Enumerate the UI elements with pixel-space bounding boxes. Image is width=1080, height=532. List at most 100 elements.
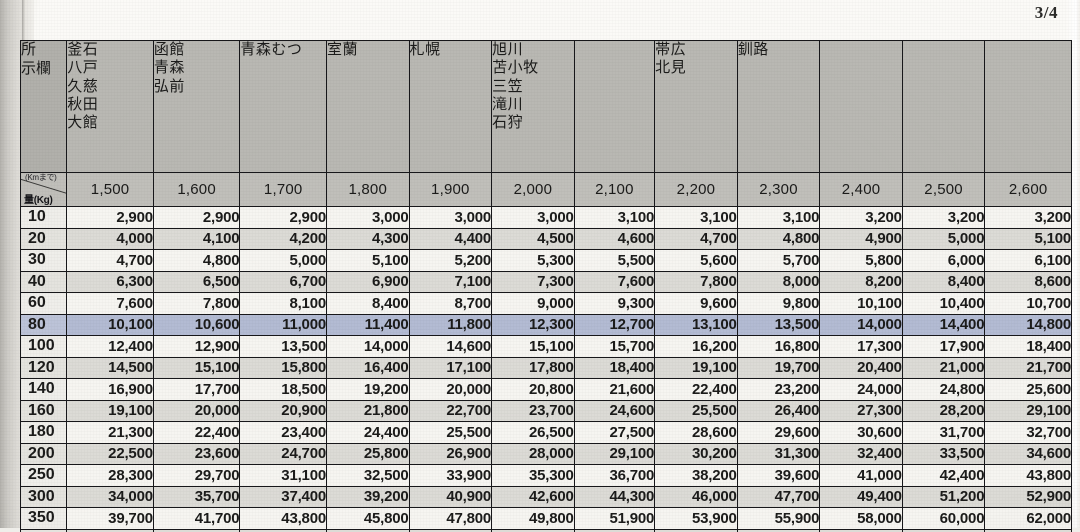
- region-header-cell-12: [985, 41, 1072, 173]
- rate-cell: 5,500: [574, 250, 655, 272]
- rate-cell: 23,400: [240, 422, 327, 444]
- weight-row-header: 60: [21, 293, 67, 315]
- rate-cell: 5,800: [820, 250, 903, 272]
- rate-cell: 60,000: [902, 508, 985, 530]
- rate-cell: 19,700: [737, 357, 820, 379]
- rate-cell: 13,500: [737, 314, 820, 336]
- rate-cell: 49,400: [820, 486, 903, 508]
- rate-cell: 21,800: [326, 400, 409, 422]
- rate-cell: 22,700: [409, 400, 492, 422]
- km-header-cell: 2,100: [574, 173, 655, 207]
- region-header-cell-3: 青森むつ: [240, 41, 327, 173]
- rate-cell: 31,100: [240, 465, 327, 487]
- rate-cell: 10,700: [985, 293, 1072, 315]
- rate-cell: 38,200: [655, 465, 738, 487]
- rate-cell: 28,600: [655, 422, 738, 444]
- rate-cell: 24,400: [326, 422, 409, 444]
- row-axis-label-cell: 所 示欄: [21, 41, 67, 173]
- rate-cell: 4,700: [655, 228, 738, 250]
- rate-cell: 5,000: [902, 228, 985, 250]
- rate-cell: 4,900: [820, 228, 903, 250]
- rate-cell: 27,500: [574, 422, 655, 444]
- rate-cell: 8,600: [985, 271, 1072, 293]
- km-header-cell: 2,600: [985, 173, 1072, 207]
- rate-cell: 46,000: [655, 486, 738, 508]
- region-name: 釜石: [67, 41, 153, 59]
- rate-cell: 9,300: [574, 293, 655, 315]
- km-header-cell: 2,500: [902, 173, 985, 207]
- rate-cell: 13,100: [655, 314, 738, 336]
- rate-cell: 53,900: [655, 508, 738, 530]
- weight-row-header: 350: [21, 508, 67, 530]
- region-name: 苫小牧: [492, 59, 574, 77]
- rate-cell: 7,600: [574, 271, 655, 293]
- weight-row-header: 40: [21, 271, 67, 293]
- rate-cell: 3,200: [902, 207, 985, 229]
- rate-cell: 41,000: [820, 465, 903, 487]
- rate-cell: 15,700: [574, 336, 655, 358]
- rate-cell: 11,000: [240, 314, 327, 336]
- rate-cell: 39,200: [326, 486, 409, 508]
- rate-cell: 47,700: [737, 486, 820, 508]
- weight-row-header: 20: [21, 228, 67, 250]
- rate-cell: 6,700: [240, 271, 327, 293]
- rate-cell: 18,400: [985, 336, 1072, 358]
- row-axis-label-line-1: 所: [21, 41, 66, 60]
- rate-cell: 19,100: [67, 400, 154, 422]
- region-header-cell-1: 釜石八戸久慈秋田大館: [67, 41, 154, 173]
- rate-cell: 2,900: [67, 207, 154, 229]
- rate-cell: 32,500: [326, 465, 409, 487]
- km-header-cell: 2,200: [655, 173, 738, 207]
- rate-cell: 5,300: [492, 250, 575, 272]
- km-header-cell: 1,700: [240, 173, 327, 207]
- rate-cell: 44,300: [574, 486, 655, 508]
- rate-cell: 7,800: [655, 271, 738, 293]
- rate-cell: 24,600: [574, 400, 655, 422]
- rate-cell: 20,000: [409, 379, 492, 401]
- rate-cell: 6,500: [153, 271, 240, 293]
- rate-cell: 12,300: [492, 314, 575, 336]
- rate-cell: 21,600: [574, 379, 655, 401]
- km-header-cell: 1,600: [153, 173, 240, 207]
- rate-cell: 3,100: [737, 207, 820, 229]
- region-header-cell-2: 函館青森弘前: [153, 41, 240, 173]
- rate-cell: 5,600: [655, 250, 738, 272]
- rate-cell: 17,700: [153, 379, 240, 401]
- rate-cell: 32,700: [985, 422, 1072, 444]
- region-name: 青森むつ: [240, 41, 326, 59]
- region-header-cell-8: 帯広北見: [655, 41, 738, 173]
- rate-cell: 15,800: [240, 357, 327, 379]
- rate-cell: 4,400: [409, 228, 492, 250]
- rate-cell: 16,900: [67, 379, 154, 401]
- weight-row-header: 100: [21, 336, 67, 358]
- weight-row-header: 200: [21, 443, 67, 465]
- rate-cell: 43,800: [985, 465, 1072, 487]
- rate-cell: 21,000: [902, 357, 985, 379]
- rate-cell: 3,100: [574, 207, 655, 229]
- rate-cell: 23,200: [737, 379, 820, 401]
- rate-cell: 20,900: [240, 400, 327, 422]
- weight-row-header: 300: [21, 486, 67, 508]
- region-name: 札幌: [410, 41, 492, 59]
- rate-cell: 6,000: [902, 250, 985, 272]
- rate-cell: 23,700: [492, 400, 575, 422]
- rate-cell: 3,000: [492, 207, 575, 229]
- region-name: 大館: [67, 114, 153, 132]
- rate-cell: 12,400: [67, 336, 154, 358]
- region-name: 釧路: [738, 41, 820, 59]
- rate-cell: 27,300: [820, 400, 903, 422]
- rate-cell: 14,800: [985, 314, 1072, 336]
- rate-cell: 21,300: [67, 422, 154, 444]
- region-header-cell-6: 旭川苫小牧三笠滝川石狩: [492, 41, 575, 173]
- rate-cell: 22,400: [153, 422, 240, 444]
